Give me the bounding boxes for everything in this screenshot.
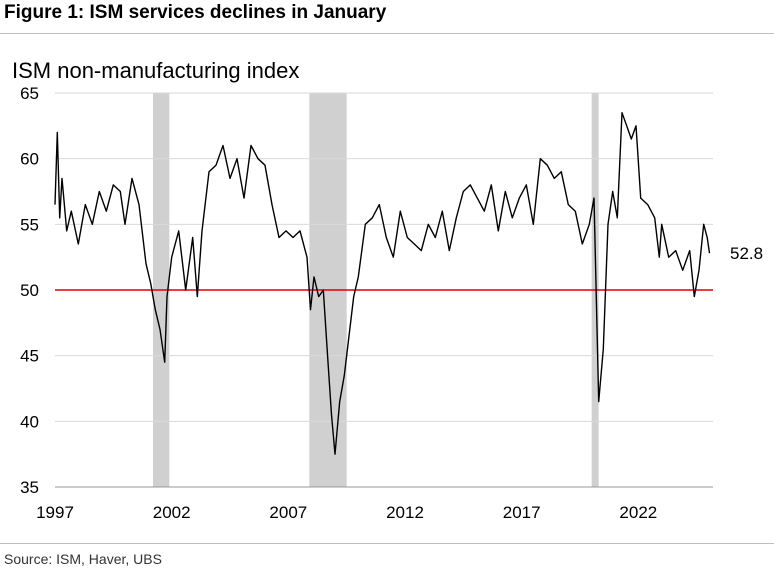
last-value-label: 52.8	[730, 244, 763, 263]
figure-title: Figure 1: ISM services declines in Janua…	[4, 2, 387, 23]
x-tick-label: 2002	[153, 503, 191, 522]
series-line	[54, 112, 711, 455]
top-divider	[0, 33, 774, 34]
y-tick-label: 55	[20, 215, 39, 234]
x-tick-label: 2012	[386, 503, 424, 522]
source-note: Source: ISM, Haver, UBS	[4, 551, 162, 567]
x-axis-ticks: 1997 2002 2007 2012 2017 2022	[36, 486, 713, 522]
x-tick-label: 2017	[503, 503, 541, 522]
x-tick-label: 2007	[269, 503, 307, 522]
y-tick-label: 45	[20, 347, 39, 366]
chart-title: ISM non-manufacturing index	[12, 58, 299, 83]
y-axis-ticks: 35 40 45 50 55 60 65	[20, 84, 39, 497]
y-tick-label: 65	[20, 84, 39, 103]
x-tick-label: 2022	[619, 503, 657, 522]
bottom-divider	[0, 543, 774, 544]
y-tick-label: 50	[20, 281, 39, 300]
y-tick-label: 40	[20, 412, 39, 431]
y-tick-label: 35	[20, 478, 39, 497]
x-tick-label: 1997	[36, 503, 74, 522]
y-tick-label: 60	[20, 150, 39, 169]
line-chart: ISM non-manufacturing index 35 40 45 50 55 60…	[12, 58, 763, 522]
